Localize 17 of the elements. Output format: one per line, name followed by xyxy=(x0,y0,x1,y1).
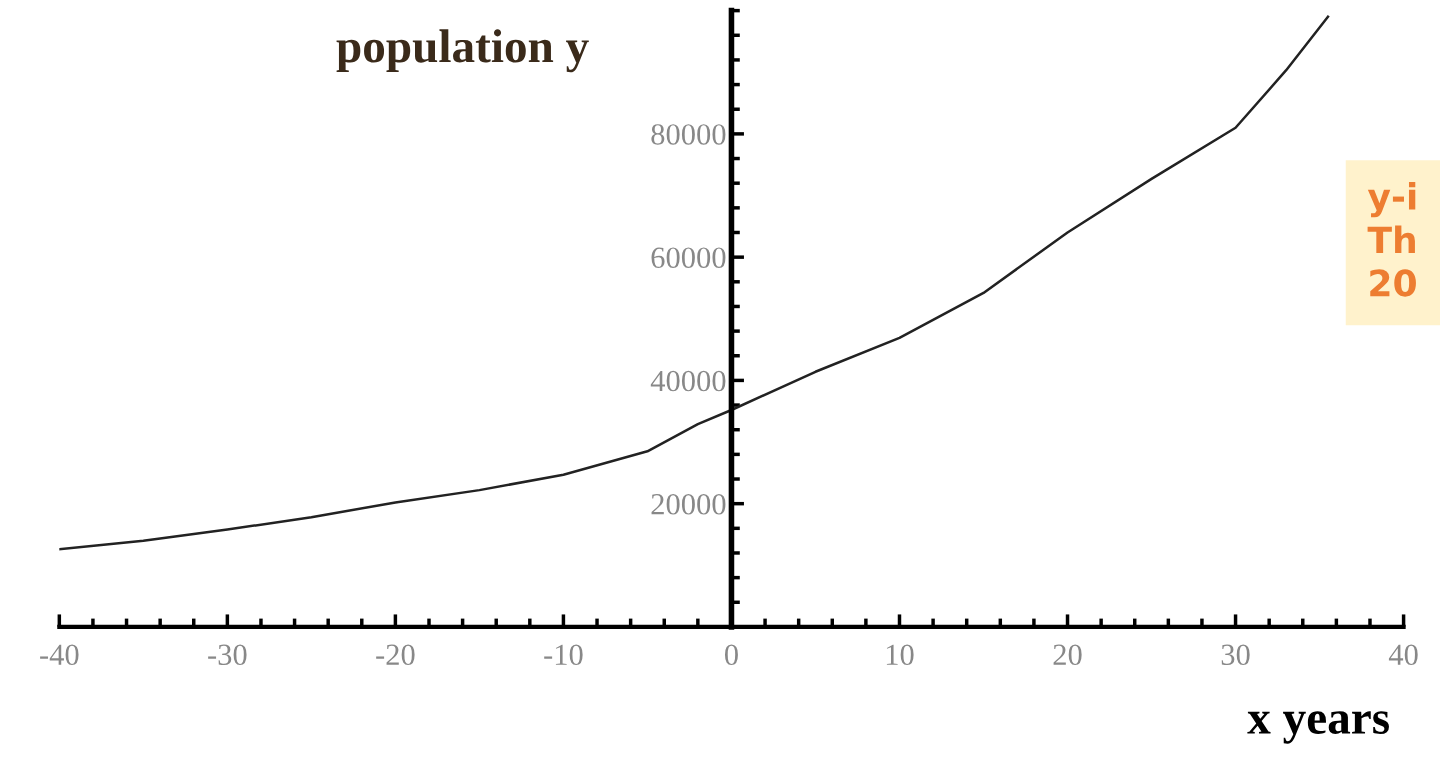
x-tick-label: 0 xyxy=(724,644,738,666)
x-tick-label: -30 xyxy=(208,644,247,666)
x-tick-label: 20 xyxy=(1053,644,1082,666)
line-series xyxy=(59,15,1330,551)
annotation: y-i Th 20 xyxy=(1367,182,1416,297)
x-tick-label: -20 xyxy=(376,644,415,666)
x-tick-label: -10 xyxy=(544,644,583,666)
x-tick-label: 40 xyxy=(1388,644,1418,666)
y-axis-title: population y xyxy=(336,29,589,73)
y-tick-label: 80000 xyxy=(651,124,726,145)
x-axis-title: x years xyxy=(1247,711,1389,744)
y-tick-label: 60000 xyxy=(651,247,726,269)
x-tick-label: -40 xyxy=(40,644,79,666)
x-tick-label: 10 xyxy=(886,644,914,666)
x-tick-label: 30 xyxy=(1221,644,1250,666)
y-tick-label: 40000 xyxy=(650,370,726,392)
y-tick-label: 20000 xyxy=(651,493,726,515)
